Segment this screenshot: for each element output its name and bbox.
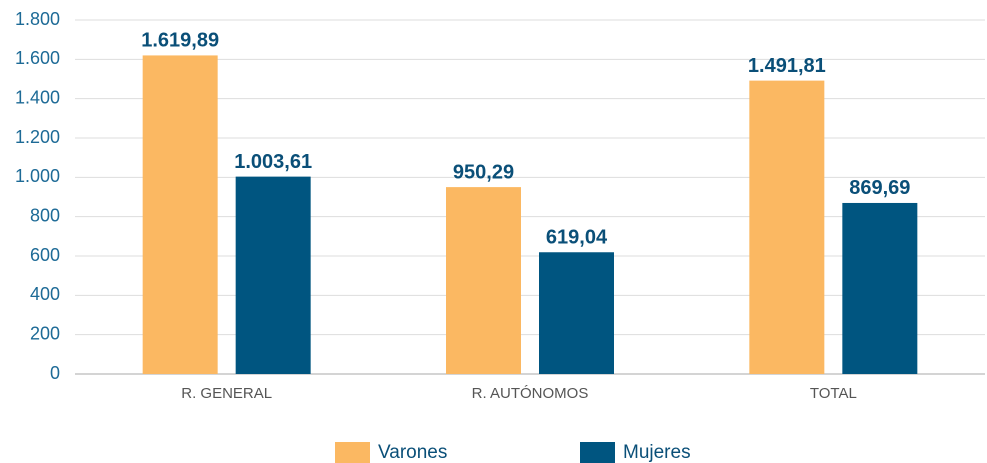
value-label: 619,04: [546, 227, 608, 249]
bar: [842, 202, 918, 374]
legend-swatch: [580, 442, 615, 463]
x-tick-label: R. AUTÓNOMOS: [472, 385, 589, 402]
value-label: 869,69: [849, 177, 910, 199]
y-tick-label: 400: [30, 284, 60, 304]
value-label: 1.003,61: [234, 151, 312, 173]
y-tick-label: 1.200: [15, 127, 60, 147]
y-tick-label: 1.000: [15, 166, 60, 186]
value-label: 950,29: [453, 161, 514, 183]
y-tick-label: 1.800: [15, 9, 60, 29]
bar: [235, 176, 311, 374]
legend-label: Varones: [378, 442, 447, 463]
x-tick-label: TOTAL: [810, 385, 857, 402]
bar: [142, 55, 218, 375]
y-tick-label: 600: [30, 245, 60, 265]
x-tick-label: R. GENERAL: [181, 385, 272, 402]
legend-swatch: [335, 442, 370, 463]
y-tick-label: 200: [30, 323, 60, 343]
y-tick-label: 800: [30, 205, 60, 225]
y-tick-label: 0: [50, 363, 60, 383]
bar: [749, 80, 825, 374]
value-label: 1.491,81: [748, 55, 826, 77]
bar: [446, 187, 521, 374]
y-tick-label: 1.400: [15, 87, 60, 107]
value-label: 1.619,89: [141, 30, 219, 52]
bar: [539, 252, 614, 374]
legend-label: Mujeres: [623, 442, 691, 463]
y-tick-label: 1.600: [15, 48, 60, 68]
